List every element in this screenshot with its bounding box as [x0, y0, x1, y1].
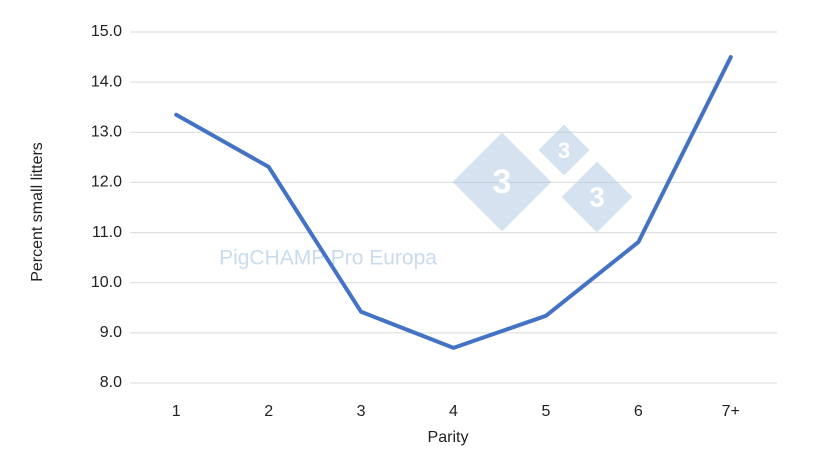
data-line [174, 55, 733, 350]
logo-diamond [452, 132, 552, 232]
x-tick-label: 6 [634, 403, 643, 420]
y-tick-label: 8.0 [100, 374, 122, 391]
logo-digit: 3 [493, 163, 512, 201]
y-tick-label: 14.0 [91, 73, 122, 90]
x-axis-label: Parity [428, 429, 469, 446]
x-tick-label: 1 [172, 403, 181, 420]
logo: 3 3 3 [452, 124, 633, 233]
y-tick-label: 10.0 [91, 274, 122, 291]
logo-diamond [561, 161, 633, 233]
y-tick-label: 12.0 [91, 174, 122, 191]
logo-digit: 3 [558, 138, 570, 163]
x-tick-label: 2 [264, 403, 273, 420]
logo-digit: 3 [589, 181, 605, 212]
x-tick-label: 3 [357, 403, 366, 420]
x-tick-label: 4 [449, 403, 458, 420]
y-tick-label: 13.0 [91, 124, 122, 141]
x-tick-label: 7+ [722, 403, 740, 420]
y-tick-label: 15.0 [91, 23, 122, 40]
y-tick-label: 9.0 [100, 324, 122, 341]
x-tick-label: 5 [541, 403, 550, 420]
logo-diamond [538, 124, 590, 176]
y-axis-label: Percent small litters [29, 142, 46, 282]
y-tick-label: 11.0 [92, 224, 122, 241]
